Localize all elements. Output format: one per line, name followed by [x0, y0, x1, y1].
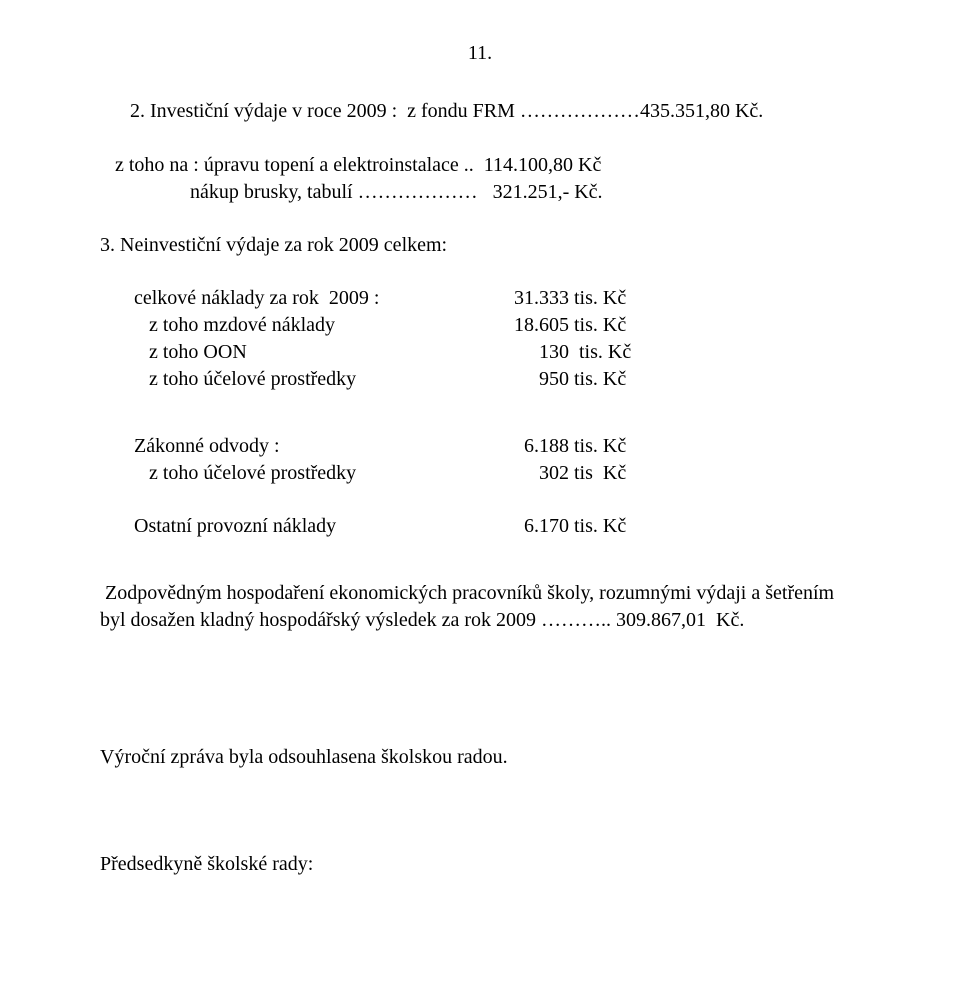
text: 2. Investiční výdaje v roce 2009 : z fon…: [130, 100, 640, 122]
row-value: 302 tis Kč: [514, 460, 626, 487]
text: 435.351,80 Kč.: [640, 100, 763, 122]
levies-block: Zákonné odvody : 6.188 tis. Kč z toho úč…: [100, 433, 860, 487]
row-label: z toho mzdové náklady: [134, 312, 514, 339]
section2-line2: z toho na : úpravu topení a elektroinsta…: [100, 152, 860, 179]
section-2: 2. Investiční výdaje v roce 2009 : z fon…: [100, 71, 860, 206]
row-value: 31.333 tis. Kč: [514, 285, 626, 312]
heading-11: 11.: [100, 40, 860, 67]
signature-line: Předsedkyně školské rady:: [100, 851, 860, 878]
row-label: Zákonné odvody :: [134, 433, 514, 460]
row-value: 6.188 tis. Kč: [514, 433, 626, 460]
row-label: z toho účelové prostředky: [134, 366, 514, 393]
other-block: Ostatní provozní náklady 6.170 tis. Kč: [100, 513, 860, 540]
table-row: z toho mzdové náklady 18.605 tis. Kč: [100, 312, 860, 339]
row-label: celkové náklady za rok 2009 :: [134, 285, 514, 312]
table-row: z toho účelové prostředky 950 tis. Kč: [100, 366, 860, 393]
closing-paragraph: Zodpovědným hospodaření ekonomických pra…: [100, 580, 860, 634]
row-value: 18.605 tis. Kč: [514, 312, 626, 339]
row-value: 6.170 tis. Kč: [514, 513, 626, 540]
table-row: z toho OON 130 tis. Kč: [100, 339, 860, 366]
row-label: z toho OON: [134, 339, 514, 366]
row-label: Ostatní provozní náklady: [134, 513, 514, 540]
table-row: z toho účelové prostředky 302 tis Kč: [100, 460, 860, 487]
closing-line1: Zodpovědným hospodaření ekonomických pra…: [100, 580, 860, 607]
approval-line: Výroční zpráva byla odsouhlasena školsko…: [100, 744, 860, 771]
table-row: celkové náklady za rok 2009 : 31.333 tis…: [100, 285, 860, 312]
table-row: Ostatní provozní náklady 6.170 tis. Kč: [100, 513, 860, 540]
section-3-title: 3. Neinvestiční výdaje za rok 2009 celke…: [100, 232, 860, 259]
page: 11. 2. Investiční výdaje v roce 2009 : z…: [0, 0, 960, 981]
row-label: z toho účelové prostředky: [134, 460, 514, 487]
row-value: 130 tis. Kč: [514, 339, 631, 366]
costs-total-block: celkové náklady za rok 2009 : 31.333 tis…: [100, 285, 860, 393]
row-value: 950 tis. Kč: [514, 366, 626, 393]
section2-line3: nákup brusky, tabulí ……………… 321.251,- Kč…: [100, 179, 860, 206]
section2-line1: 2. Investiční výdaje v roce 2009 : z fon…: [100, 71, 860, 152]
table-row: Zákonné odvody : 6.188 tis. Kč: [100, 433, 860, 460]
closing-line2: byl dosažen kladný hospodářský výsledek …: [100, 607, 860, 634]
